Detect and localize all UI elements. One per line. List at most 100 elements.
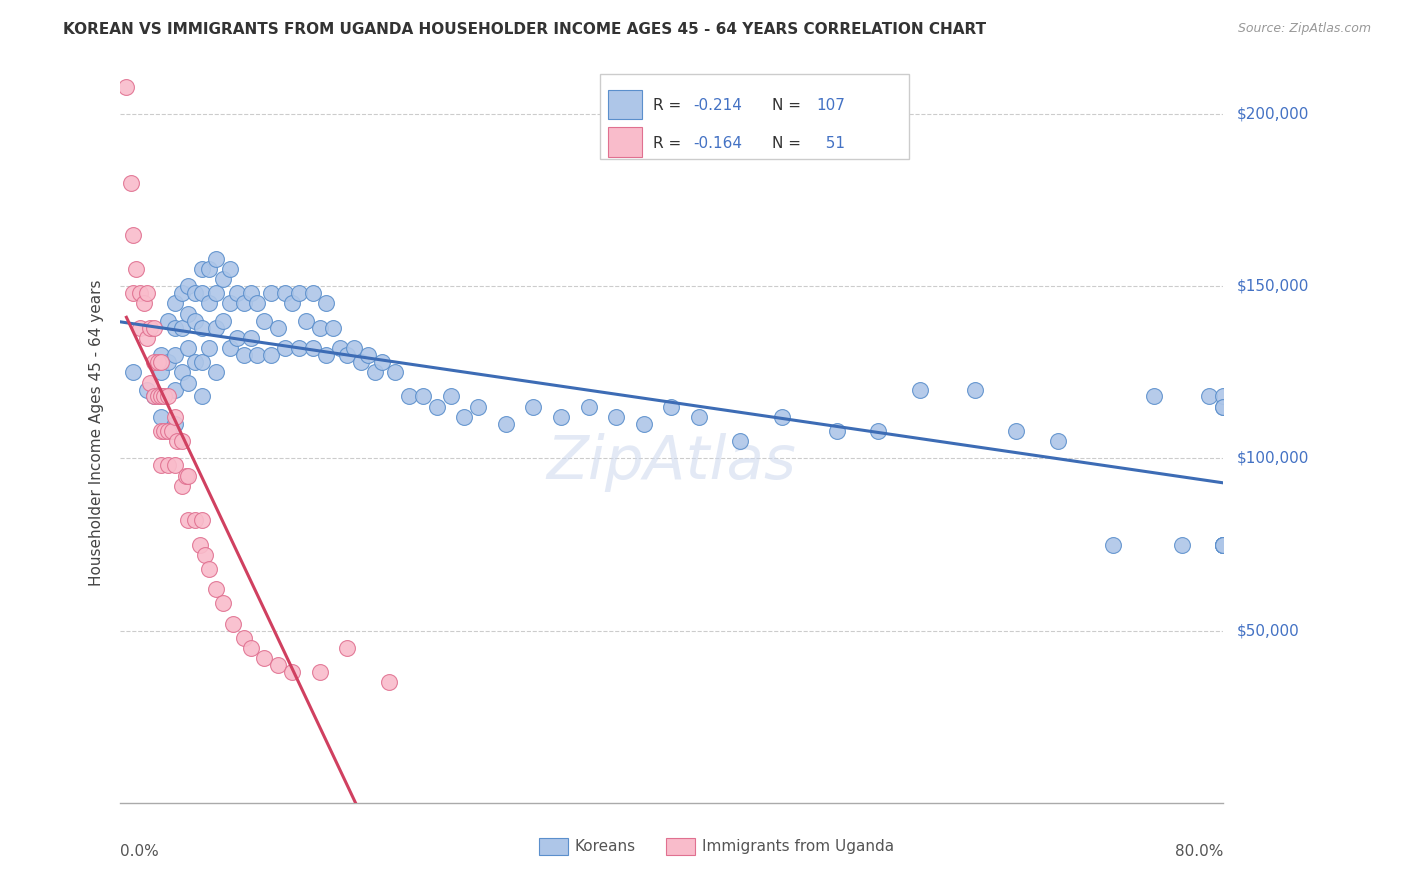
Point [184,355,207,369]
Point [1212,537,1234,551]
Point [198,561,221,575]
Point [163,320,186,334]
Point [170,286,193,301]
Point [1102,537,1125,551]
Point [253,314,276,328]
FancyBboxPatch shape [609,89,641,120]
Point [149,389,172,403]
Point [294,314,316,328]
Point [578,400,600,414]
Text: Source: ZipAtlas.com: Source: ZipAtlas.com [1237,22,1371,36]
Point [364,365,387,379]
Point [122,227,145,242]
Point [146,389,169,403]
Point [301,341,323,355]
Point [1143,389,1166,403]
Point [115,79,138,94]
Point [1046,434,1069,449]
Point [152,389,174,403]
Point [1212,389,1234,403]
Point [170,434,193,449]
Point [260,348,283,362]
Point [267,320,290,334]
Point [825,424,848,438]
Point [1212,400,1234,414]
Point [177,279,200,293]
Point [198,296,221,310]
Point [166,434,188,449]
Text: $200,000: $200,000 [1237,106,1309,121]
Point [149,424,172,438]
Point [212,314,235,328]
Point [274,341,297,355]
Point [191,389,214,403]
Point [194,548,217,562]
Point [522,400,544,414]
Point [198,262,221,277]
Point [225,286,247,301]
Point [149,365,172,379]
Point [336,348,359,362]
Text: N =: N = [772,98,806,113]
Point [152,424,174,438]
FancyBboxPatch shape [609,127,641,157]
Point [129,320,152,334]
Text: $50,000: $50,000 [1237,624,1301,638]
Point [770,410,793,425]
Point [329,341,352,355]
Point [426,400,449,414]
Text: Immigrants from Uganda: Immigrants from Uganda [702,839,894,854]
Point [308,665,330,679]
Point [239,286,262,301]
Point [412,389,434,403]
Point [232,296,254,310]
Point [198,341,221,355]
Point [129,286,152,301]
Point [267,658,290,673]
Point [1212,537,1234,551]
Point [205,582,228,597]
Point [963,383,986,397]
Point [221,616,243,631]
Point [170,479,193,493]
Point [163,417,186,431]
Point [191,262,214,277]
Point [343,341,366,355]
Point [605,410,627,425]
FancyBboxPatch shape [538,838,568,855]
Point [232,631,254,645]
Point [149,355,172,369]
Point [398,389,420,403]
Point [122,365,145,379]
Point [336,640,359,655]
Point [139,376,162,390]
Point [191,320,214,334]
Point [156,355,179,369]
Point [205,320,228,334]
Point [288,341,311,355]
Point [212,272,235,286]
Point [120,176,142,190]
Point [163,296,186,310]
Point [177,341,200,355]
Text: R =: R = [652,98,686,113]
Point [170,365,193,379]
Point [315,348,337,362]
Point [136,286,159,301]
Point [146,355,169,369]
Point [125,262,148,277]
Point [156,424,179,438]
Point [143,355,166,369]
Point [170,320,193,334]
Point [350,355,373,369]
Point [274,286,297,301]
Point [122,286,145,301]
Text: N =: N = [772,136,806,151]
Point [188,537,211,551]
Point [191,286,214,301]
Point [149,458,172,473]
Point [191,513,214,527]
Point [1171,537,1194,551]
Point [205,286,228,301]
Point [160,424,183,438]
